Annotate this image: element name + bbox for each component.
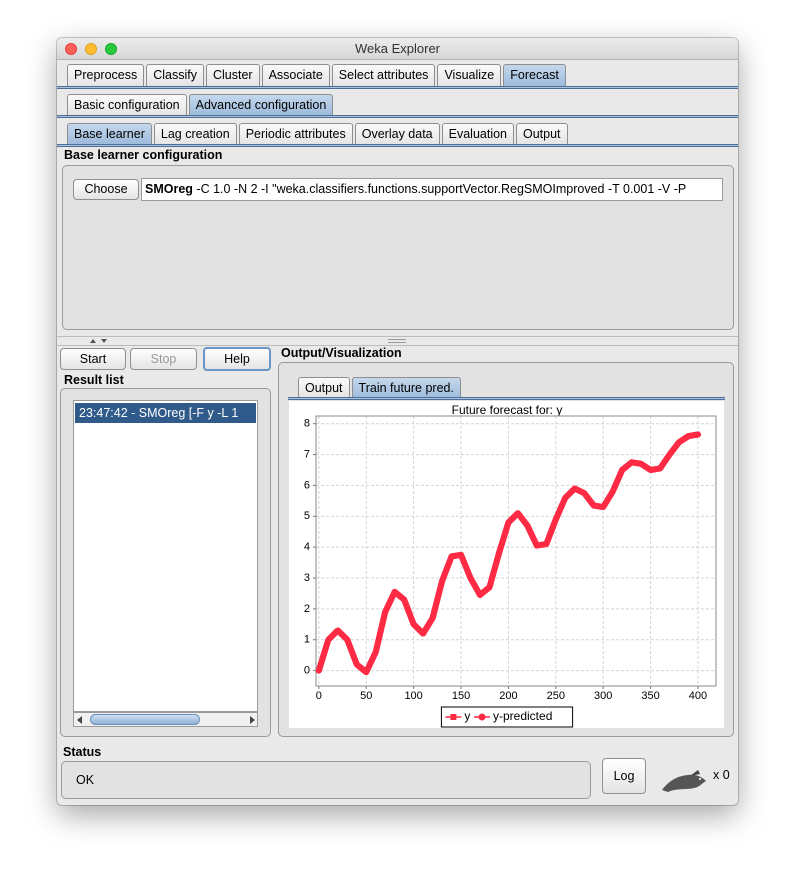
x-tick-label: 300: [594, 690, 612, 702]
stop-button[interactable]: Stop: [130, 348, 197, 370]
section-title: Output/Visualization: [281, 346, 402, 360]
tab[interactable]: Cluster: [206, 64, 260, 86]
x-tick-label: 0: [316, 690, 322, 702]
advanced-tabs: Base learner Lag creation Periodic attribu…: [67, 123, 568, 144]
scheme-name: SMOreg: [145, 182, 193, 196]
status-box: OK: [61, 761, 591, 799]
tab[interactable]: Output: [298, 377, 350, 398]
output-tabs: Output Train future pred.: [298, 377, 461, 398]
start-button[interactable]: Start: [60, 348, 126, 370]
main-tabs: Preprocess Classify Cluster Associate Select…: [67, 64, 566, 86]
tab[interactable]: Output: [516, 123, 568, 144]
plot-frame: [315, 415, 717, 687]
tab[interactable]: Periodic attributes: [238, 123, 353, 144]
tab[interactable]: Basic configuration: [67, 94, 187, 115]
tab[interactable]: Associate: [261, 64, 330, 86]
section-title: Result list: [64, 373, 124, 387]
tab[interactable]: Select attributes: [331, 64, 436, 86]
config-tabs: Basic configuration Advanced configuratio…: [67, 94, 334, 115]
x-tick-label: 400: [689, 690, 707, 702]
status-text: OK: [76, 773, 95, 787]
scroll-thumb[interactable]: [90, 714, 200, 725]
x-tick-label: 150: [452, 690, 470, 702]
scheme-field[interactable]: SMOreg -C 1.0 -N 2 -I "weka.classifiers.…: [141, 178, 723, 201]
y-tick-label: 4: [304, 541, 310, 553]
tab[interactable]: Preprocess: [67, 64, 145, 86]
splitter[interactable]: [57, 336, 738, 346]
result-item[interactable]: 23:47:42 - SMOreg [-F y -L 1: [75, 403, 256, 423]
y-tick-label: 8: [304, 418, 310, 430]
tab[interactable]: Forecast: [503, 64, 566, 86]
splitter-grip: [388, 339, 406, 343]
task-counter: x 0: [713, 768, 730, 782]
window-title: Weka Explorer: [354, 41, 440, 56]
x-tick-label: 250: [547, 690, 565, 702]
tab[interactable]: Advanced configuration: [188, 94, 334, 115]
tab-rule: [288, 397, 725, 400]
y-tick-label: 3: [304, 572, 310, 584]
splitter-arrows[interactable]: [88, 337, 110, 345]
log-button[interactable]: Log: [602, 758, 646, 794]
help-button[interactable]: Help: [203, 347, 271, 371]
tab-rule: [57, 144, 738, 147]
tab[interactable]: Train future pred.: [351, 377, 461, 398]
x-tick-label: 200: [499, 690, 517, 702]
tab[interactable]: Overlay data: [354, 123, 440, 144]
x-tick-label: 100: [404, 690, 422, 702]
y-tick-label: 0: [304, 664, 310, 676]
result-list: 23:47:42 - SMOreg [-F y -L 1: [73, 400, 258, 712]
tab[interactable]: Visualize: [437, 64, 502, 86]
y-tick-label: 2: [304, 603, 310, 615]
tab[interactable]: Evaluation: [441, 123, 514, 144]
tab[interactable]: Classify: [146, 64, 204, 86]
h-scrollbar[interactable]: [73, 712, 258, 727]
section-title: Status: [63, 745, 102, 759]
choose-button[interactable]: Choose: [73, 179, 139, 200]
scroll-arrows[interactable]: [76, 716, 256, 724]
x-tick-label: 350: [641, 690, 659, 702]
legend-label: y-predicted: [493, 709, 552, 723]
legend-marker: [478, 713, 486, 721]
y-tick-label: 7: [304, 448, 310, 460]
scheme-options: -C 1.0 -N 2 -I "weka.classifiers.functio…: [196, 182, 687, 196]
section-title: Base learner configuration: [64, 148, 223, 162]
chart-title: Future forecast for: y: [452, 403, 563, 417]
zoom-button[interactable]: [105, 43, 117, 55]
series-line: [315, 431, 701, 676]
close-button[interactable]: [65, 43, 77, 55]
chart: Future forecast for: y 0 1 2 3 4 5 6 7 8 0 50 100 15…: [289, 401, 724, 728]
legend-marker: [450, 714, 457, 720]
x-tick-label: 50: [360, 690, 372, 702]
y-tick-label: 1: [304, 634, 310, 646]
tab-rule: [57, 115, 738, 118]
minimize-button[interactable]: [85, 43, 97, 55]
weka-bird-icon: [662, 770, 706, 792]
tab[interactable]: Base learner: [67, 123, 152, 144]
tab-rule: [57, 86, 738, 89]
y-tick-label: 6: [304, 479, 310, 491]
legend-box: [440, 706, 574, 728]
title-bar: Weka Explorer: [57, 38, 738, 60]
legend-label: y: [464, 709, 470, 723]
tab[interactable]: Lag creation: [153, 123, 237, 144]
y-tick-label: 5: [304, 510, 310, 522]
